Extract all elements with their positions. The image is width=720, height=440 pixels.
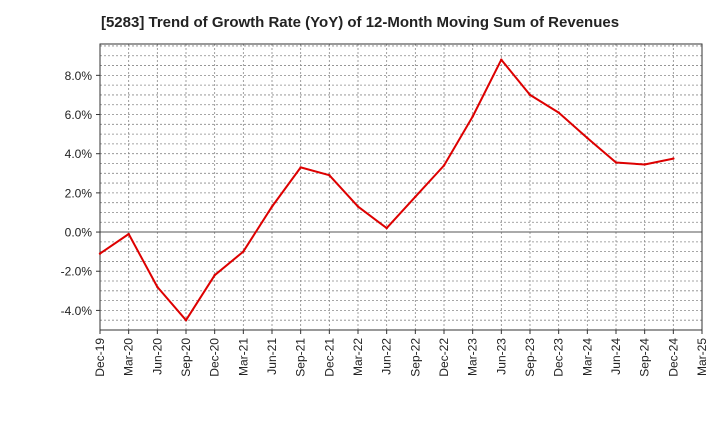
x-tick-label: Dec-21 [322,338,336,377]
data-point [528,93,532,97]
data-point [98,252,102,255]
x-tick-label: Sep-24 [638,338,652,377]
y-tick-label: -4.0% [61,304,93,318]
x-tick-label: Mar-22 [351,338,365,376]
x-tick-label: Dec-24 [666,338,680,377]
chart-title: [5283] Trend of Growth Rate (YoY) of 12-… [100,14,620,31]
data-point [156,285,159,289]
x-tick-label: Jun-22 [380,338,394,375]
x-tick-label: Dec-22 [437,338,451,377]
y-tick-label: -2.0% [61,265,93,279]
data-point [299,166,302,169]
y-tick-label: 6.0% [65,108,93,122]
x-tick-label: Mar-23 [466,338,480,376]
y-tick-label: 2.0% [65,186,93,200]
x-tick-label: Sep-22 [408,338,422,377]
data-point [672,157,675,160]
x-tick-label: Jun-21 [265,338,279,375]
y-tick-label: 4.0% [65,147,93,161]
x-tick-label: Mar-20 [122,338,136,376]
x-tick-label: Mar-24 [580,338,594,376]
x-tick-label: Jun-20 [150,338,164,375]
data-point [643,163,646,166]
x-tick-label: Sep-20 [179,338,193,377]
data-point [242,250,245,253]
x-tick-label: Jun-24 [609,338,623,375]
data-point [586,136,589,140]
plot-area-border [99,43,703,331]
x-tick-label: Dec-23 [552,338,566,377]
x-tick-label: Mar-25 [695,338,709,376]
x-tick-label: Mar-21 [236,338,250,376]
data-point [356,205,360,208]
data-point [414,195,417,198]
x-tick-label: Jun-23 [494,338,508,375]
x-tick-label: Sep-21 [294,338,308,377]
data-point [328,174,331,177]
data-point [127,232,130,236]
y-tick-label: 8.0% [65,69,93,83]
y-tick-label: 0.0% [65,226,93,240]
data-point [471,115,474,118]
x-tick-label: Dec-20 [208,338,222,377]
data-point [270,205,274,208]
data-point [442,164,446,167]
data-point [557,111,560,114]
x-tick-label: Sep-23 [523,338,537,377]
data-point [614,161,618,164]
data-point [213,273,216,277]
x-tick-label: Dec-19 [93,338,107,377]
data-point [184,319,188,322]
data-point [500,58,503,61]
data-point [385,226,388,230]
